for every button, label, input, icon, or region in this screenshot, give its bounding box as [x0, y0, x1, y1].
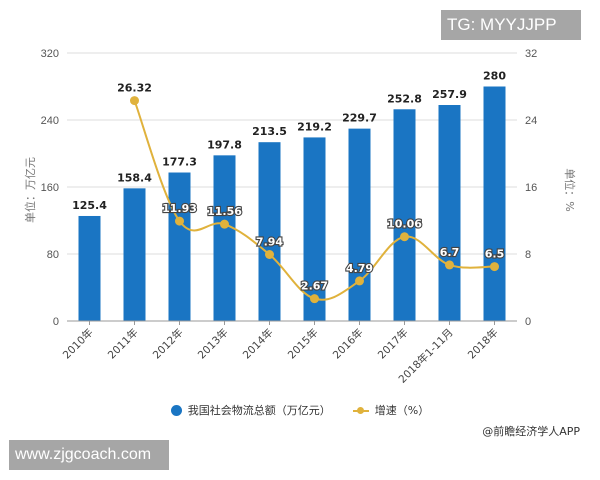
legend: 我国社会物流总额（万亿元） 增速（%）: [0, 400, 600, 420]
bar-value-label: 125.4: [72, 199, 107, 212]
watermark-bottom: www.zjgcoach.com: [9, 440, 169, 470]
bar[interactable]: [258, 142, 281, 321]
bar-value-label: 229.7: [342, 112, 377, 125]
y-tick-left: 80: [47, 249, 59, 261]
y-tick-right: 32: [525, 48, 537, 60]
bar[interactable]: [438, 105, 461, 321]
line-point[interactable]: [400, 232, 409, 242]
x-tick-label: 2015年: [285, 326, 321, 362]
line-point[interactable]: [220, 219, 229, 229]
line-point[interactable]: [310, 294, 319, 304]
y-axis-left: 0 80 160 240 320: [41, 48, 59, 328]
y-axis-right: 0 8 16 24 32: [525, 48, 537, 328]
x-tick-label: 2017年: [375, 326, 411, 362]
legend-label-line: 增速（%）: [374, 404, 430, 417]
line-value-label: 4.79: [346, 262, 373, 275]
bar[interactable]: [168, 172, 191, 321]
bar[interactable]: [123, 188, 146, 321]
legend-label-bar: 我国社会物流总额（万亿元）: [187, 404, 331, 417]
x-tick-label: 2018年: [465, 326, 501, 362]
x-axis: 2010年 2011年 2012年 2013年 2014年 2015年 2016年 2017年…: [60, 320, 517, 386]
source-credit: @前瞻经济学人APP: [482, 425, 580, 438]
bar-value-label: 257.9: [432, 88, 467, 101]
bar-value-label: 177.3: [162, 156, 197, 169]
bar-value-label: 197.8: [207, 138, 242, 151]
line-point[interactable]: [490, 262, 499, 272]
line-point[interactable]: [175, 216, 184, 226]
y-tick-left: 320: [41, 48, 59, 60]
y-tick-left: 160: [41, 182, 59, 194]
bar-value-label: 219.2: [297, 120, 332, 133]
y-axis-right-title: 单位：%: [563, 168, 577, 211]
line-point[interactable]: [130, 96, 139, 106]
line-value-label: 10.06: [387, 218, 422, 231]
line-value-label: 2.67: [301, 280, 328, 293]
y-tick-right: 16: [525, 182, 537, 194]
x-tick-label: 2016年: [330, 326, 366, 362]
line-value-label: 7.94: [256, 236, 283, 249]
line-value-label: 26.32: [117, 82, 152, 95]
line-value-label: 6.7: [440, 246, 460, 259]
line-marker-icon: [352, 405, 369, 416]
bar-value-label: 252.8: [387, 92, 422, 105]
y-tick-right: 0: [525, 316, 531, 328]
y-tick-right: 8: [525, 249, 531, 261]
legend-item-line[interactable]: 增速（%）: [352, 402, 430, 418]
line-series: 26.32 11.93 11.56 7.94 2.67 4.79 10.06 6.7 6.5: [117, 82, 505, 304]
bar[interactable]: [393, 109, 416, 321]
y-tick-right: 24: [525, 115, 537, 127]
bar[interactable]: [348, 128, 371, 321]
x-tick-label: 2013年: [195, 326, 231, 362]
bar-value-label: 280: [483, 70, 506, 83]
bar-value-label: 213.5: [252, 125, 287, 138]
line-value-label: 11.93: [162, 202, 197, 215]
watermark-top: TG: MYYJJPP: [441, 10, 581, 40]
bar[interactable]: [213, 155, 236, 321]
bar-value-label: 158.4: [117, 171, 152, 184]
bar[interactable]: [78, 215, 101, 321]
y-tick-left: 240: [41, 115, 59, 127]
legend-item-bar[interactable]: 我国社会物流总额（万亿元）: [170, 402, 331, 418]
bar[interactable]: [303, 137, 326, 321]
x-tick-label: 2011年: [105, 326, 141, 362]
y-tick-left: 0: [53, 316, 59, 328]
line-value-label: 6.5: [485, 248, 505, 261]
bar[interactable]: [483, 86, 506, 322]
bar-series: 125.4 158.4 177.3 197.8 213.5 219.2 229.7 252.8…: [72, 70, 506, 322]
circle-marker-icon: [170, 404, 182, 416]
x-tick-label: 2012年: [150, 326, 186, 362]
y-axis-left-title: 单位：万亿元: [23, 157, 37, 223]
x-tick-label: 2014年: [240, 326, 276, 362]
line-point[interactable]: [445, 260, 454, 270]
line-value-label: 11.56: [207, 205, 242, 218]
line-point[interactable]: [355, 276, 364, 286]
line-point[interactable]: [265, 250, 274, 260]
x-tick-label: 2010年: [60, 326, 96, 362]
